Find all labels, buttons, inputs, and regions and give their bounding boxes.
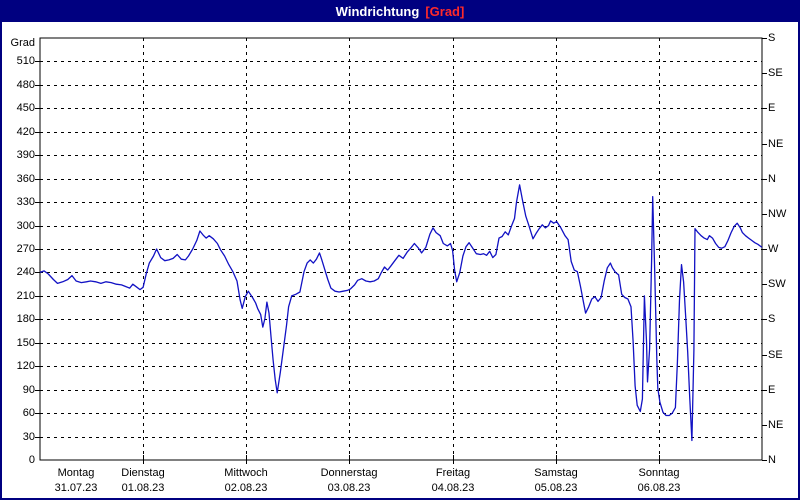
y-axis-caption: Grad bbox=[10, 37, 35, 49]
y-axis-tick-label: 480 bbox=[16, 79, 35, 91]
compass-tick-label: SW bbox=[768, 278, 786, 290]
compass-tick-label: W bbox=[768, 243, 779, 255]
compass-tick-label: N bbox=[768, 454, 776, 466]
y-axis-tick-label: 30 bbox=[22, 431, 35, 443]
compass-tick-label: NE bbox=[768, 138, 784, 150]
compass-tick-label: E bbox=[768, 384, 776, 396]
x-axis-date-label: 05.08.23 bbox=[534, 482, 578, 494]
x-axis-date-label: 03.08.23 bbox=[327, 482, 371, 494]
chart-title-unit: [Grad] bbox=[425, 3, 465, 19]
y-axis-tick-label: 510 bbox=[16, 55, 35, 67]
y-axis-tick-label: 90 bbox=[22, 384, 35, 396]
y-axis-tick-label: 450 bbox=[16, 102, 35, 114]
y-axis-tick-label: 300 bbox=[16, 220, 35, 232]
y-axis-tick-label: 360 bbox=[16, 173, 35, 185]
compass-tick-label: NW bbox=[768, 208, 787, 220]
x-axis-day-label: Donnerstag bbox=[320, 467, 378, 479]
chart-title: Windrichtung bbox=[335, 3, 420, 19]
x-axis-day-label: Freitag bbox=[435, 467, 471, 479]
y-axis-tick-label: 420 bbox=[16, 126, 35, 138]
x-axis-day-label: Sonntag bbox=[638, 467, 680, 479]
compass-tick-label: SE bbox=[768, 67, 783, 79]
y-axis-tick-label: 120 bbox=[16, 360, 35, 372]
compass-tick-label: S bbox=[768, 313, 776, 325]
y-axis-tick-label: 270 bbox=[16, 243, 35, 255]
x-axis-day-label: Montag bbox=[57, 467, 95, 479]
compass-tick-label: N bbox=[768, 173, 776, 185]
y-axis-tick-label: 210 bbox=[16, 290, 35, 302]
x-axis-date-label: 02.08.23 bbox=[224, 482, 268, 494]
x-axis-date-label: 06.08.23 bbox=[637, 482, 681, 494]
y-axis-tick-label: 390 bbox=[16, 149, 35, 161]
x-axis-date-label: 31.07.23 bbox=[54, 482, 98, 494]
x-axis-day-label: Mittwoch bbox=[224, 467, 268, 479]
compass-tick-label: SE bbox=[768, 349, 783, 361]
compass-tick-label: E bbox=[768, 102, 776, 114]
y-axis-tick-label: 60 bbox=[22, 407, 35, 419]
y-axis-tick-label: 330 bbox=[16, 196, 35, 208]
x-axis-date-label: 01.08.23 bbox=[121, 482, 165, 494]
x-axis-date-label: 04.08.23 bbox=[431, 482, 475, 494]
plot-border bbox=[39, 37, 763, 461]
y-axis-tick-label: 240 bbox=[16, 266, 35, 278]
x-axis-day-label: Samstag bbox=[534, 467, 578, 479]
wind-direction-line bbox=[39, 184, 763, 442]
y-axis-tick-label: 180 bbox=[16, 313, 35, 325]
compass-tick-label: S bbox=[768, 32, 776, 44]
compass-tick-label: NE bbox=[768, 419, 784, 431]
y-axis-tick-label: 150 bbox=[16, 337, 35, 349]
title-bar: Windrichtung [Grad] bbox=[0, 0, 800, 22]
y-axis-tick-label: 0 bbox=[28, 454, 35, 466]
x-axis-day-label: Dienstag bbox=[121, 467, 165, 479]
